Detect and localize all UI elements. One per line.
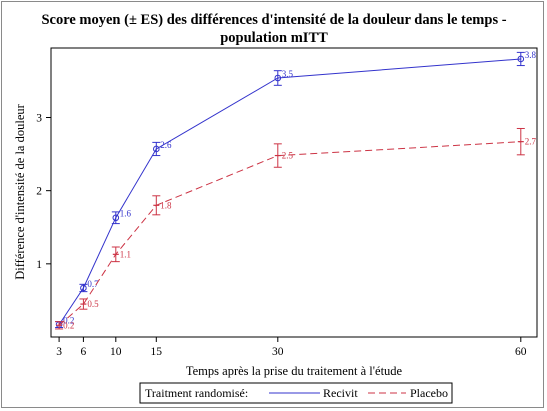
plot-area — [50, 47, 538, 338]
x-axis-label: Temps après la prise du traitement à l'é… — [186, 364, 403, 378]
data-label-placebo: 2.7 — [525, 137, 537, 147]
data-label-recivit: 0.7 — [87, 279, 99, 289]
series-line-placebo — [58, 141, 521, 326]
data-point-recivit — [274, 74, 282, 82]
data-label-placebo: 0.5 — [87, 299, 99, 309]
data-label-recivit: 1.6 — [120, 209, 132, 219]
legend-entry-recivit: Recivit — [323, 386, 358, 400]
x-tick-label: 3 — [56, 346, 62, 358]
x-tick-label: 15 — [151, 346, 163, 358]
data-point-recivit — [517, 55, 525, 63]
data-label-placebo: 1.8 — [160, 200, 172, 210]
data-label-placebo: 1.1 — [120, 249, 131, 259]
legend-title: Traitment randomisé: — [145, 386, 248, 400]
data-label-recivit: 3.8 — [525, 50, 537, 60]
series-layer: 0.2 0.7 1.6 2.6 3.5 3.8 0.2 0.5 1.1 1.8 2.5 2.7 — [55, 50, 537, 330]
data-label-placebo: 0.2 — [63, 320, 74, 330]
data-point-recivit — [80, 284, 87, 292]
y-tick-label: 3 — [36, 113, 42, 125]
data-label-recivit: 2.6 — [160, 140, 172, 150]
chart-title-line-1: Score moyen (± ES) des différences d'int… — [41, 12, 506, 28]
data-label-placebo: 2.5 — [282, 151, 294, 161]
y-tick-label: 2 — [36, 186, 42, 198]
chart-title-line-2: population mITT — [220, 30, 328, 46]
y-tick-label: 1 — [36, 259, 42, 271]
y-axis-label: Différence d'intensité de la douleur — [13, 103, 27, 279]
data-label-recivit: 0.2 — [63, 316, 74, 326]
legend: Traitment randomisé: Recivit Placebo — [139, 382, 453, 404]
x-tick-label: 60 — [515, 346, 527, 358]
x-tick-label: 30 — [272, 346, 284, 358]
legend-entry-placebo: Placebo — [410, 386, 448, 400]
data-label-recivit: 3.5 — [282, 69, 294, 79]
series-line-recivit — [58, 58, 521, 325]
data-point-recivit — [153, 145, 160, 153]
data-point-recivit — [112, 214, 120, 222]
y-axis-ticks: 1 2 3 — [36, 113, 51, 271]
x-tick-label: 10 — [110, 346, 122, 358]
x-axis-ticks: 3 6 10 15 30 60 — [56, 337, 527, 358]
x-tick-label: 6 — [81, 346, 87, 358]
